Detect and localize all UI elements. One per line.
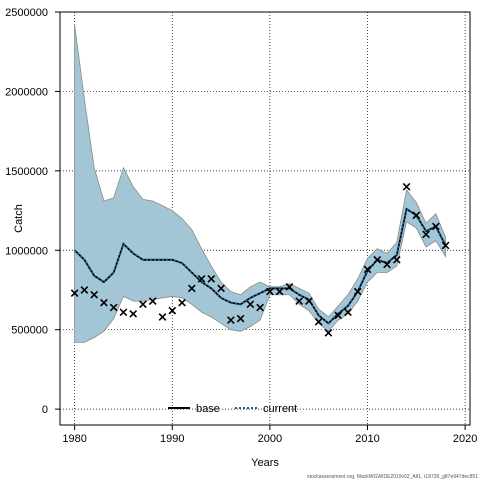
x-tick-label: 2020	[453, 433, 477, 445]
observed-point	[236, 314, 245, 323]
observed-point	[217, 284, 225, 293]
observed-point	[275, 287, 284, 296]
y-tick-label: 0	[42, 404, 48, 416]
observed-point	[383, 260, 391, 269]
y-tick-label: 2500000	[5, 7, 48, 19]
observed-point	[256, 303, 264, 312]
observed-point	[90, 290, 99, 299]
observed-point	[70, 289, 79, 298]
legend-label-base: base	[196, 403, 220, 415]
observed-point	[431, 222, 440, 231]
observed-point	[187, 284, 196, 293]
y-tick-label: 1500000	[5, 166, 48, 178]
observed-point	[226, 316, 235, 325]
observed-point	[158, 313, 167, 321]
x-tick-label: 1980	[62, 433, 86, 445]
x-axis: 1980 1990 2000 2010 2020	[62, 425, 477, 445]
plot-frame	[59, 11, 471, 426]
observed-point	[119, 308, 128, 317]
observed-point	[324, 329, 333, 337]
observed-point	[305, 297, 313, 305]
y-tick-label: 1000000	[5, 245, 48, 257]
observed-point	[80, 286, 89, 294]
legend: base current	[168, 403, 297, 415]
x-tick-label: 2010	[355, 433, 379, 445]
y-tick-label: 2000000	[5, 86, 48, 98]
observed-point	[207, 274, 216, 283]
observed-point	[285, 282, 294, 291]
observed-points	[70, 182, 450, 337]
observed-point	[334, 311, 343, 320]
observed-point	[392, 255, 401, 264]
observed-point	[100, 298, 108, 307]
y-axis: 0 500000 1000000 1500000 2000000 2500000	[5, 7, 60, 416]
observed-point	[246, 300, 255, 309]
observed-point	[178, 298, 186, 307]
observed-point	[139, 300, 147, 309]
y-axis-label: Catch	[13, 204, 25, 233]
observed-point	[422, 230, 430, 239]
observed-point	[353, 287, 362, 296]
observed-point	[402, 182, 411, 191]
observed-point	[148, 297, 157, 305]
legend-label-current: current	[263, 403, 297, 415]
observed-point	[314, 317, 323, 326]
observed-point	[266, 287, 274, 296]
observed-point	[363, 265, 372, 274]
observed-point	[441, 241, 450, 250]
observed-point	[129, 309, 138, 318]
footnote: stockassessment.org, MackWGWIDE2019v02_A…	[307, 474, 478, 480]
x-tick-label: 2000	[258, 433, 282, 445]
confidence-band	[74, 24, 446, 343]
observed-point	[109, 303, 118, 312]
x-axis-label: Years	[251, 457, 279, 469]
observed-point	[197, 274, 206, 283]
y-tick-label: 500000	[11, 325, 48, 337]
observed-point	[168, 306, 177, 315]
observed-point	[412, 211, 421, 220]
observed-point	[295, 297, 304, 305]
x-tick-label: 1990	[160, 433, 184, 445]
observed-point	[344, 308, 352, 317]
observed-point	[373, 255, 382, 264]
